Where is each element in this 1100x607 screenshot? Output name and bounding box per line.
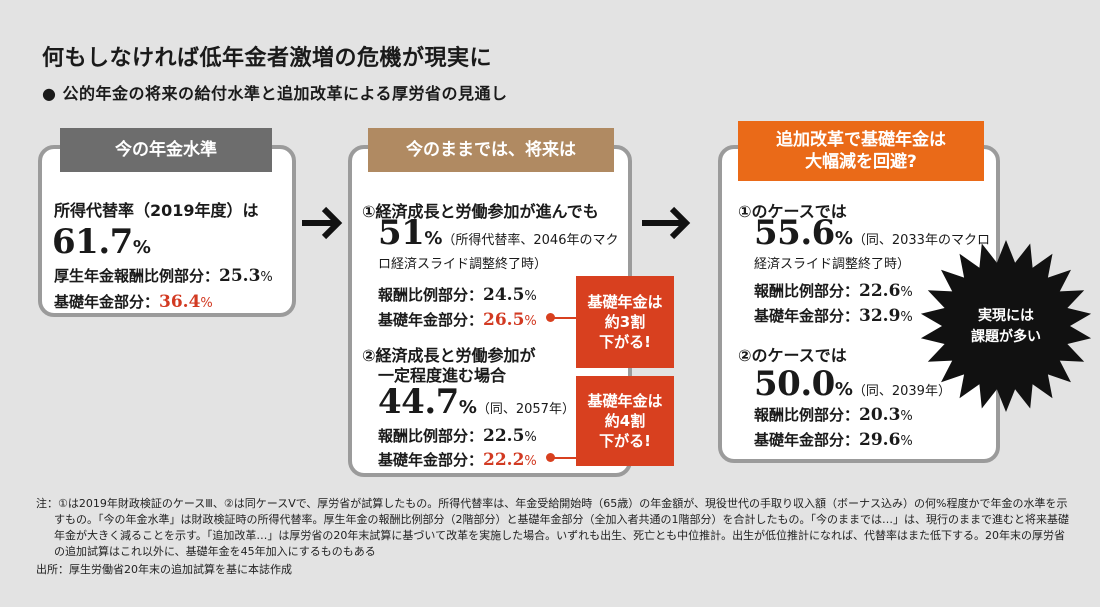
source-text: 出所：厚生労働省20年末の追加試算を基に本誌作成 — [36, 562, 292, 576]
reform-case1-heading: ①のケースでは — [738, 202, 847, 221]
future-case2-basic: 基礎年金部分：22.2% — [378, 450, 537, 470]
reform-header: 追加改革で基礎年金は 大幅減を回避? — [738, 121, 984, 181]
starburst-badge: 実現には 課題が多い — [920, 240, 1092, 412]
page-title: 何もしなければ低年金者激増の危機が現実に — [42, 46, 493, 71]
reform-case2-earnings: 報酬比例部分：20.3% — [754, 405, 913, 425]
future-case1-heading: ①経済成長と労働参加が進んでも — [362, 202, 599, 221]
future-case2-value: 44.7%（同、2057年） — [378, 382, 575, 422]
reform-case1-basic: 基礎年金部分：32.9% — [754, 306, 913, 326]
future-case2-earnings: 報酬比例部分：22.5% — [378, 426, 537, 446]
future-case2-heading-2: 一定程度進む場合 — [378, 366, 507, 385]
callout2-dot — [546, 453, 555, 462]
reform-case1-value: 55.6%（同、2033年のマクロ経済スライド調整終了時） — [754, 213, 990, 272]
callout1-dot — [546, 313, 555, 322]
callout2-connector — [552, 457, 578, 459]
callout-basic-30pct: 基礎年金は 約3割 下がる! — [576, 276, 674, 368]
reform-case2-heading: ②のケースでは — [738, 346, 847, 365]
future-header: 今のままでは、将来は — [368, 128, 614, 172]
footnotes: 注：①は2019年財政検証のケースⅢ、②は同ケースⅤで、厚労省が試算したもの。所… — [36, 496, 1076, 578]
reform-case2-basic: 基礎年金部分：29.6% — [754, 430, 913, 450]
callout1-connector — [552, 317, 578, 319]
future-case1-value: 51%（所得代替率、2046年のマクロ経済スライド調整終了時） — [378, 213, 619, 272]
future-case1-earnings: 報酬比例部分：24.5% — [378, 285, 537, 305]
right-arrow-icon — [302, 206, 343, 240]
current-level-header: 今の年金水準 — [60, 128, 272, 172]
current-earnings-part: 厚生年金報酬比例部分：25.3% — [54, 266, 273, 286]
replacement-rate-label: 所得代替率（2019年度）は — [54, 201, 259, 220]
burst-text-line1: 実現には — [978, 307, 1034, 324]
right-arrow-icon — [642, 206, 691, 240]
footnote-text: 注：①は2019年財政検証のケースⅢ、②は同ケースⅤで、厚労省が試算したもの。所… — [36, 497, 1069, 558]
burst-text-line2: 課題が多い — [971, 328, 1041, 345]
page-subtitle: ● 公的年金の将来の給付水準と追加改革による厚労省の見通し — [42, 84, 508, 103]
future-case2-heading-1: ②経済成長と労働参加が — [362, 346, 536, 365]
reform-case1-earnings: 報酬比例部分：22.6% — [754, 281, 913, 301]
callout-basic-40pct: 基礎年金は 約4割 下がる! — [576, 376, 674, 466]
current-basic-part: 基礎年金部分：36.4% — [54, 292, 213, 312]
reform-case2-value: 50.0%（同、2039年） — [754, 364, 951, 404]
current-replacement-rate: 61.7% — [52, 222, 151, 262]
future-case1-basic: 基礎年金部分：26.5% — [378, 310, 537, 330]
